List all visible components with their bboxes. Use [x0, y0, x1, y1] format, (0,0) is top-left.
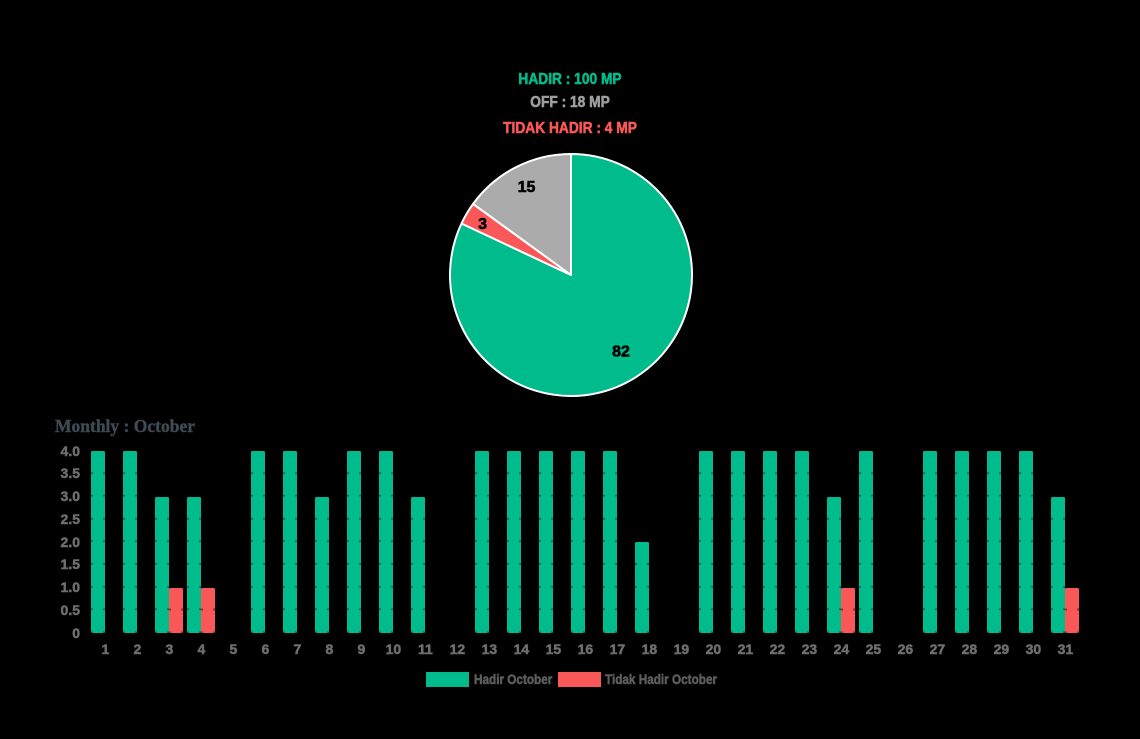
svg-text:82: 82 — [612, 344, 630, 361]
svg-text:3: 3 — [478, 216, 487, 233]
svg-text:15: 15 — [518, 179, 536, 196]
